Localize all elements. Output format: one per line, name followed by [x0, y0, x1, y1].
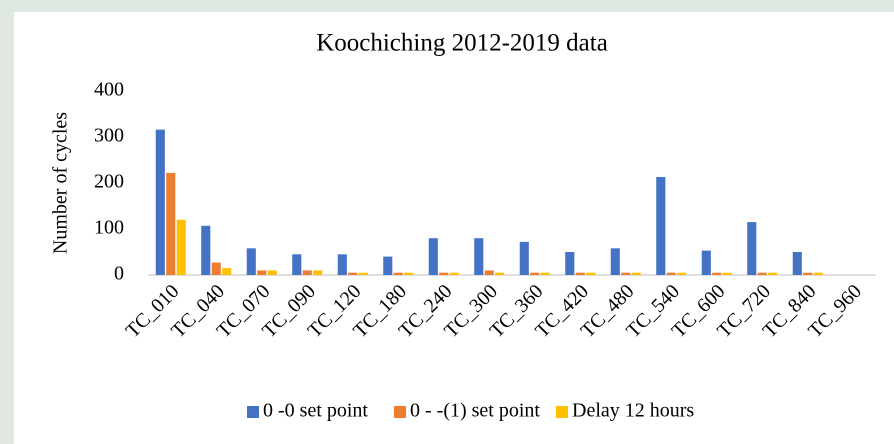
bar: [292, 254, 302, 275]
bar: [610, 248, 620, 275]
bar: [757, 272, 767, 275]
bar: [803, 272, 813, 275]
bar: [155, 129, 165, 275]
chart-title: Koochiching 2012-2019 data: [316, 30, 608, 57]
bar: [813, 272, 823, 275]
bar: [712, 272, 722, 275]
bar: [495, 272, 505, 275]
bar: [666, 272, 676, 275]
bar: [747, 222, 757, 275]
legend-swatch: [556, 406, 568, 418]
bar: [768, 272, 778, 275]
y-axis-label: Number of cycles: [50, 112, 72, 254]
bar: [383, 256, 393, 275]
bar: [267, 270, 277, 275]
y-tick-label: 300: [94, 125, 124, 147]
y-tick-label: 100: [94, 217, 124, 239]
bar: [439, 272, 449, 275]
legend-label: 0 -0 set point: [263, 400, 368, 422]
bar: [358, 272, 368, 275]
bar: [621, 272, 631, 275]
bar: [449, 272, 459, 275]
bar: [677, 272, 687, 275]
legend-label: 0 - -(1) set point: [410, 400, 540, 422]
bar: [565, 252, 575, 275]
bar: [404, 272, 414, 275]
bar: [722, 272, 732, 275]
bar: [484, 270, 494, 275]
bar: [701, 250, 711, 275]
bar: [530, 272, 540, 275]
bar: [201, 225, 211, 275]
bar: [166, 172, 176, 275]
bar: [519, 241, 529, 275]
bar: [257, 270, 267, 275]
chart-panel: [14, 12, 894, 444]
bar: [586, 272, 596, 275]
bar: [246, 248, 256, 275]
y-tick-label: 0: [114, 263, 124, 285]
bar: [211, 262, 221, 275]
bar: [631, 272, 641, 275]
y-tick-label: 400: [94, 79, 124, 101]
bar: [348, 272, 358, 275]
bar: [428, 238, 438, 275]
bar: [393, 272, 403, 275]
bar: [474, 238, 484, 275]
legend-label: Delay 12 hours: [572, 400, 694, 422]
y-tick-label: 200: [94, 171, 124, 193]
legend-swatch: [394, 406, 406, 418]
bar: [313, 270, 323, 275]
bar: [302, 270, 312, 275]
bar: [792, 252, 802, 275]
bar: [575, 272, 585, 275]
bar: [337, 254, 347, 275]
bar: [540, 272, 550, 275]
bar: [222, 268, 232, 275]
bar: [656, 177, 666, 275]
legend-swatch: [247, 406, 259, 418]
bar: [176, 219, 186, 275]
